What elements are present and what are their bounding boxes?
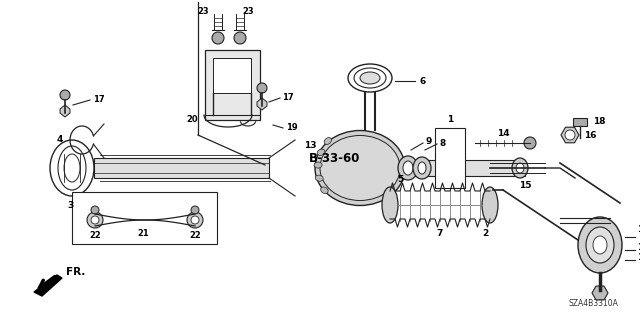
Bar	[213, 58, 251, 93]
Ellipse shape	[398, 156, 418, 180]
Polygon shape	[257, 98, 267, 110]
Bar	[205, 50, 260, 120]
Polygon shape	[60, 105, 70, 117]
Text: 20: 20	[186, 115, 198, 124]
Ellipse shape	[360, 72, 380, 84]
Circle shape	[234, 32, 246, 44]
Text: 6: 6	[420, 77, 426, 85]
Ellipse shape	[316, 175, 323, 181]
Text: 18: 18	[593, 117, 605, 127]
Ellipse shape	[314, 162, 322, 168]
Text: 13: 13	[304, 140, 316, 150]
Bar	[435, 128, 465, 188]
Ellipse shape	[50, 140, 94, 196]
Circle shape	[257, 83, 267, 93]
Circle shape	[60, 90, 70, 100]
Polygon shape	[592, 286, 608, 300]
Circle shape	[187, 212, 203, 228]
Text: 4: 4	[57, 136, 63, 145]
Text: 12: 12	[637, 253, 640, 262]
Ellipse shape	[64, 154, 80, 182]
Bar	[405, 160, 525, 176]
Text: B-33-60: B-33-60	[309, 152, 361, 165]
Circle shape	[91, 206, 99, 214]
Text: 21: 21	[137, 229, 149, 239]
Text: 16: 16	[584, 130, 596, 139]
Text: 23: 23	[197, 8, 209, 17]
Text: 15: 15	[519, 182, 531, 190]
Ellipse shape	[321, 187, 328, 194]
Polygon shape	[34, 275, 62, 296]
Circle shape	[565, 130, 575, 140]
Bar	[573, 118, 587, 126]
Ellipse shape	[348, 64, 392, 92]
Bar	[72, 192, 217, 244]
Ellipse shape	[482, 187, 498, 223]
Text: 23: 23	[242, 8, 254, 17]
Circle shape	[212, 32, 224, 44]
Ellipse shape	[354, 68, 386, 88]
Circle shape	[191, 206, 199, 214]
Text: FR.: FR.	[66, 267, 85, 277]
Ellipse shape	[418, 162, 426, 174]
Text: 17: 17	[93, 94, 104, 103]
Ellipse shape	[403, 161, 413, 175]
Ellipse shape	[413, 157, 431, 179]
Text: 14: 14	[497, 129, 509, 137]
Ellipse shape	[578, 217, 622, 273]
Text: 7: 7	[437, 228, 443, 238]
Text: 3: 3	[67, 202, 73, 211]
Ellipse shape	[315, 130, 405, 205]
Ellipse shape	[586, 227, 614, 263]
Text: SZA4B3310A: SZA4B3310A	[568, 299, 618, 308]
Ellipse shape	[317, 149, 325, 155]
Text: 19: 19	[286, 123, 298, 132]
Circle shape	[191, 216, 199, 224]
Polygon shape	[561, 127, 579, 143]
Circle shape	[87, 212, 103, 228]
Ellipse shape	[382, 187, 398, 223]
Circle shape	[524, 137, 536, 149]
Ellipse shape	[320, 136, 400, 201]
Ellipse shape	[58, 146, 86, 190]
Ellipse shape	[512, 158, 528, 178]
Ellipse shape	[324, 137, 332, 145]
Text: 2: 2	[482, 228, 488, 238]
Text: 10: 10	[637, 242, 640, 251]
Circle shape	[91, 216, 99, 224]
Text: 17: 17	[282, 93, 294, 101]
Text: 5: 5	[397, 174, 403, 183]
Text: 1: 1	[447, 115, 453, 124]
Text: 8: 8	[440, 138, 446, 147]
Text: 22: 22	[189, 232, 201, 241]
Ellipse shape	[516, 163, 524, 173]
Bar	[94, 158, 269, 178]
Text: 22: 22	[89, 232, 101, 241]
Text: 11: 11	[637, 226, 640, 234]
Text: 9: 9	[426, 137, 433, 146]
Ellipse shape	[593, 236, 607, 254]
